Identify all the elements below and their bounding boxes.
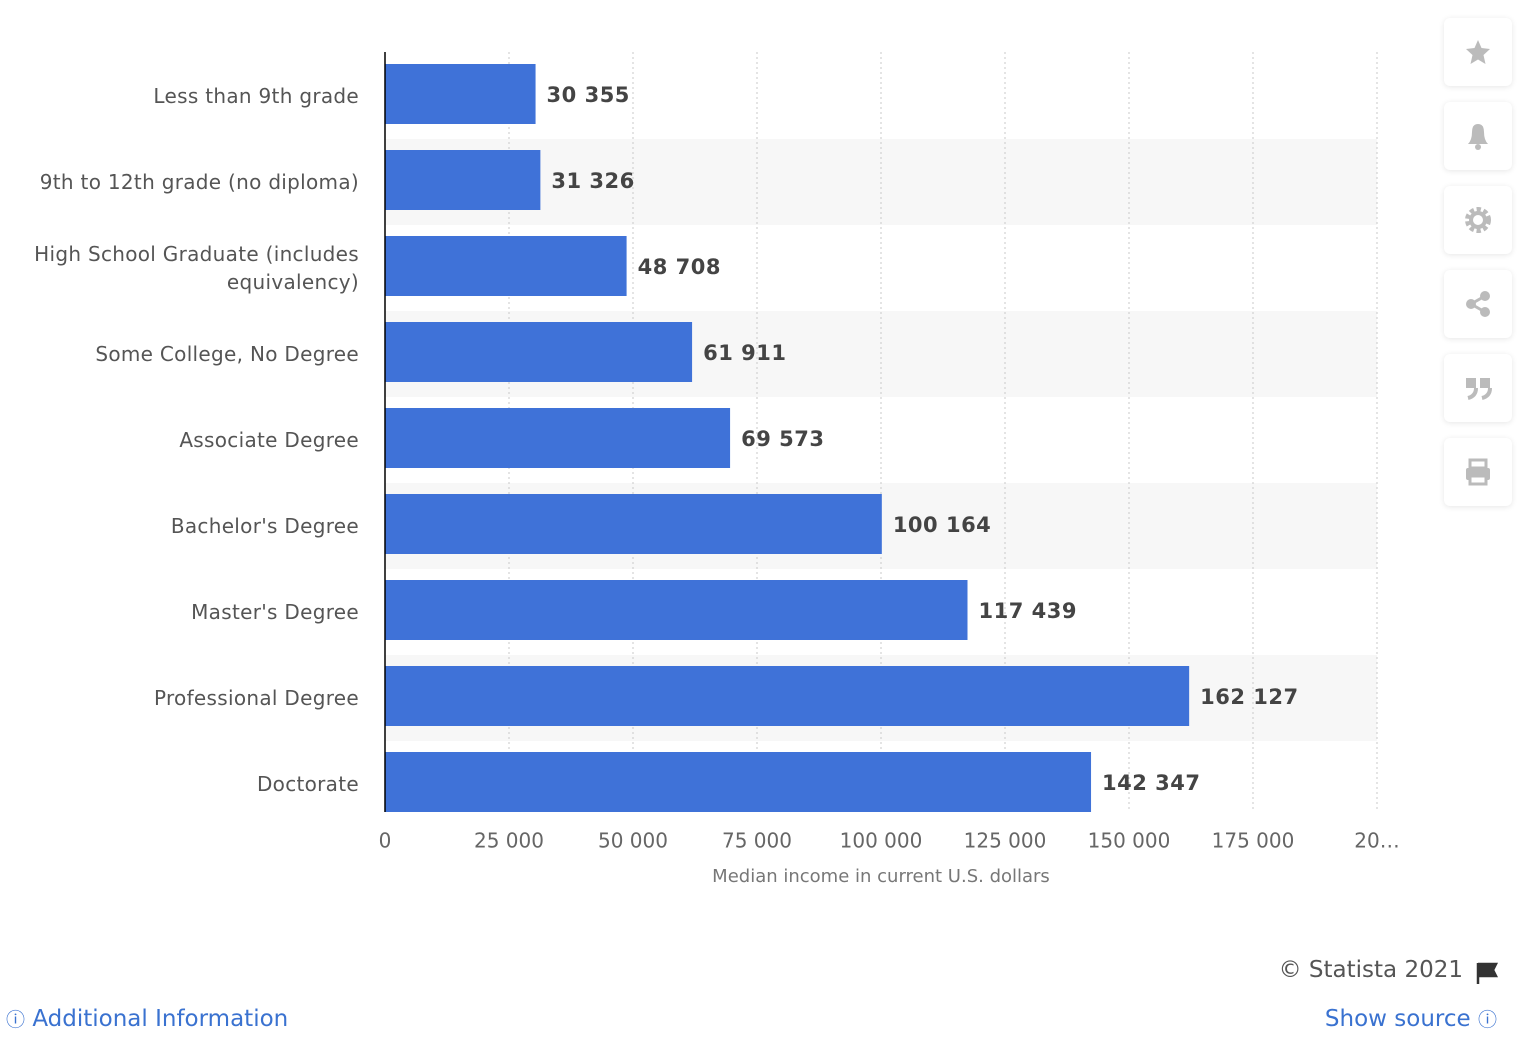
value-label: 100 164 [893,513,991,537]
y-tick-label: High School Graduate (includes equivalen… [34,242,359,294]
additional-info-text[interactable]: Additional Information [32,1006,289,1032]
notification-button[interactable] [1444,102,1512,170]
favorite-button[interactable] [1444,18,1512,86]
bar [385,322,693,382]
settings-button[interactable] [1444,186,1512,254]
show-source-link[interactable]: Show source ⓘ [1324,1006,1497,1032]
x-tick-label: 100 000 [840,829,923,853]
x-tick-label: 0 [379,829,392,853]
value-label: 142 347 [1102,771,1200,795]
value-label: 61 911 [703,341,786,365]
bar [385,666,1190,726]
x-tick-label: 175 000 [1212,829,1295,853]
share-button[interactable] [1444,270,1512,338]
value-label: 30 355 [547,83,630,107]
copyright: © Statista 2021 [1278,957,1463,983]
value-label: 69 573 [741,427,824,451]
y-tick-label: Doctorate [256,772,359,796]
x-axis-title: Median income in current U.S. dollars [712,866,1050,887]
value-label: 162 127 [1200,685,1298,709]
y-tick-label: 9th to 12th grade (no diploma) [39,170,359,194]
print-button[interactable] [1444,438,1512,506]
y-tick-label: Some College, No Degree [95,342,359,366]
bar [385,752,1092,812]
y-tick-label: Associate Degree [179,428,359,452]
x-tick-label: 150 000 [1088,829,1171,853]
y-tick-label: Bachelor's Degree [170,514,359,538]
bar [385,236,627,296]
flag-icon [1476,962,1499,984]
value-label: 48 708 [638,255,721,279]
y-tick-label: Less than 9th grade [153,84,359,108]
value-label: 31 326 [551,169,634,193]
y-tick-label: Master's Degree [191,600,359,624]
bar [385,494,882,554]
y-tick-label: Professional Degree [153,686,359,710]
x-tick-label: 75 000 [722,829,792,853]
show-source-text[interactable]: Show source [1324,1006,1471,1032]
cite-button[interactable] [1444,354,1512,422]
x-tick-label: 125 000 [964,829,1047,853]
bar [385,580,968,640]
additional-info-link[interactable]: ⓘ Additional Information [6,1006,289,1032]
bar [385,408,731,468]
x-tick-label: 50 000 [598,829,668,853]
x-tick-label: 20… [1354,829,1399,853]
bar [385,150,541,210]
value-label: 117 439 [978,599,1076,623]
x-tick-label: 25 000 [474,829,544,853]
bar [385,64,536,124]
